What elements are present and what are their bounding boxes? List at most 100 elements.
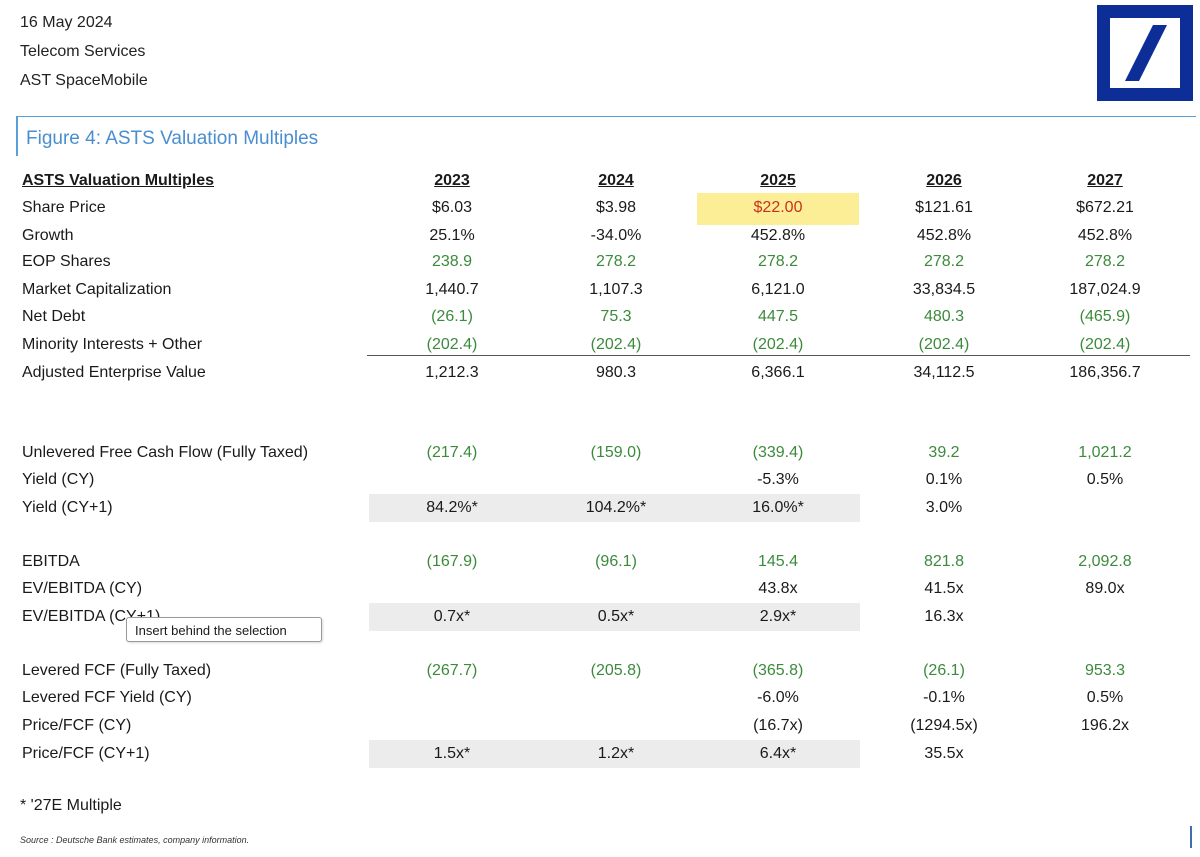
table-cell: (96.1): [595, 553, 637, 570]
table-cell: (202.4): [590, 336, 642, 353]
header-date: 16 May 2024: [20, 14, 113, 31]
table-cell: 39.2: [928, 444, 960, 461]
table-cell: (167.9): [426, 553, 478, 570]
row-label: Market Capitalization: [22, 281, 172, 298]
row-label: Minority Interests + Other: [22, 336, 203, 353]
row-label: EV/EBITDA (CY): [22, 580, 143, 597]
table-cell: 186,356.7: [1069, 364, 1141, 381]
year-header: 2026: [926, 172, 962, 189]
table-cell: 6.4x*: [759, 745, 797, 762]
insert-behind-tooltip[interactable]: Insert behind the selection: [126, 617, 322, 642]
table-cell: $22.00: [753, 199, 803, 216]
table-cell: 0.7x*: [433, 608, 471, 625]
table-cell: 821.8: [923, 553, 965, 570]
table-cell: $6.03: [431, 199, 473, 216]
table-cell: 25.1%: [429, 227, 475, 244]
table-cell: 16.3x: [924, 608, 964, 625]
table-cell: 278.2: [1084, 253, 1126, 270]
table-cell: (205.8): [590, 662, 642, 679]
table-cell: 43.8x: [758, 580, 798, 597]
table-cell: 75.3: [600, 308, 632, 325]
year-header: 2023: [434, 172, 470, 189]
table-cell: 0.1%: [925, 471, 963, 488]
table-cell: 278.2: [595, 253, 637, 270]
table-cell: 2.9x*: [759, 608, 797, 625]
table-cell: 145.4: [757, 553, 799, 570]
table-cell: -0.1%: [923, 689, 965, 706]
row-label: EBITDA: [22, 553, 80, 570]
table-cell: 1,021.2: [1078, 444, 1132, 461]
table-cell: (202.4): [426, 336, 478, 353]
highlighted-cell: [697, 193, 859, 225]
table-total-rule: [367, 355, 1190, 356]
table-cell: 35.5x: [924, 745, 964, 762]
header-company: AST SpaceMobile: [20, 72, 148, 89]
footnote: * '27E Multiple: [20, 797, 122, 814]
table-cell: $3.98: [595, 199, 637, 216]
table-cell: 1.2x*: [597, 745, 635, 762]
row-label: Net Debt: [22, 308, 86, 325]
table-cell: 34,112.5: [913, 364, 975, 381]
row-label: Levered FCF (Fully Taxed): [22, 662, 212, 679]
shade-ev-ebitda-cy1: [369, 603, 860, 631]
source-note: Source : Deutsche Bank estimates, compan…: [20, 835, 250, 845]
table-cell: 953.3: [1084, 662, 1126, 679]
table-cell: (202.4): [1079, 336, 1131, 353]
page-header: 16 May 2024 Telecom Services AST SpaceMo…: [20, 8, 148, 95]
shade-yield-cy1: [369, 494, 860, 522]
row-label: Share Price: [22, 199, 106, 216]
table-cell: 6,366.1: [751, 364, 805, 381]
table-cell: (267.7): [426, 662, 478, 679]
table-cell: -6.0%: [757, 689, 799, 706]
table-cell: 196.2x: [1080, 717, 1130, 734]
table-cell: (217.4): [426, 444, 478, 461]
shade-price-fcf-cy1: [369, 740, 860, 768]
year-header: 2024: [598, 172, 634, 189]
row-label: Adjusted Enterprise Value: [22, 364, 206, 381]
row-label: Price/FCF (CY+1): [22, 745, 150, 762]
table-cell: (26.1): [923, 662, 965, 679]
row-label: Levered FCF Yield (CY): [22, 689, 192, 706]
table-cell: 89.0x: [1085, 580, 1125, 597]
table-cell: 480.3: [923, 308, 965, 325]
table-cell: 980.3: [595, 364, 637, 381]
table-cell: 104.2%*: [585, 499, 647, 516]
table-cell: (159.0): [590, 444, 642, 461]
table-cell: (365.8): [752, 662, 804, 679]
deutsche-bank-logo-icon: [1097, 5, 1193, 101]
row-label: Yield (CY): [22, 471, 95, 488]
table-cell: 2,092.8: [1078, 553, 1132, 570]
figure-title: Figure 4: ASTS Valuation Multiples: [26, 128, 319, 149]
table-cell: $672.21: [1076, 199, 1134, 216]
table-cell: 33,834.5: [912, 281, 976, 298]
table-cell: 16.0%*: [752, 499, 804, 516]
row-label: Price/FCF (CY): [22, 717, 132, 734]
table-cell: (202.4): [752, 336, 804, 353]
table-cell: 0.5%: [1086, 689, 1124, 706]
figure-left-bar: [16, 116, 18, 156]
table-cell: 452.8%: [1077, 227, 1133, 244]
table-cell: 6,121.0: [751, 281, 805, 298]
row-label: Unlevered Free Cash Flow (Fully Taxed): [22, 444, 309, 461]
table-cell: 41.5x: [924, 580, 964, 597]
table-cell: 84.2%*: [426, 499, 478, 516]
row-label: Growth: [22, 227, 74, 244]
table-cell: (16.7x): [753, 717, 803, 734]
year-header: 2025: [760, 172, 796, 189]
year-header: 2027: [1087, 172, 1123, 189]
table-cell: 3.0%: [925, 499, 963, 516]
row-label: Yield (CY+1): [22, 499, 113, 516]
row-label: EOP Shares: [22, 253, 111, 270]
table-cell: 1,440.7: [425, 281, 479, 298]
table-cell: (465.9): [1079, 308, 1131, 325]
table-cell: (26.1): [431, 308, 473, 325]
table-cell: (202.4): [918, 336, 970, 353]
table-cell: 1.5x*: [433, 745, 471, 762]
table-cell: -34.0%: [590, 227, 642, 244]
table-cell: (1294.5x): [910, 717, 978, 734]
table-cell: 278.2: [757, 253, 799, 270]
table-cell: 278.2: [923, 253, 965, 270]
table-cell: 187,024.9: [1069, 281, 1141, 298]
table-cell: 447.5: [757, 308, 799, 325]
table-cell: 452.8%: [916, 227, 972, 244]
